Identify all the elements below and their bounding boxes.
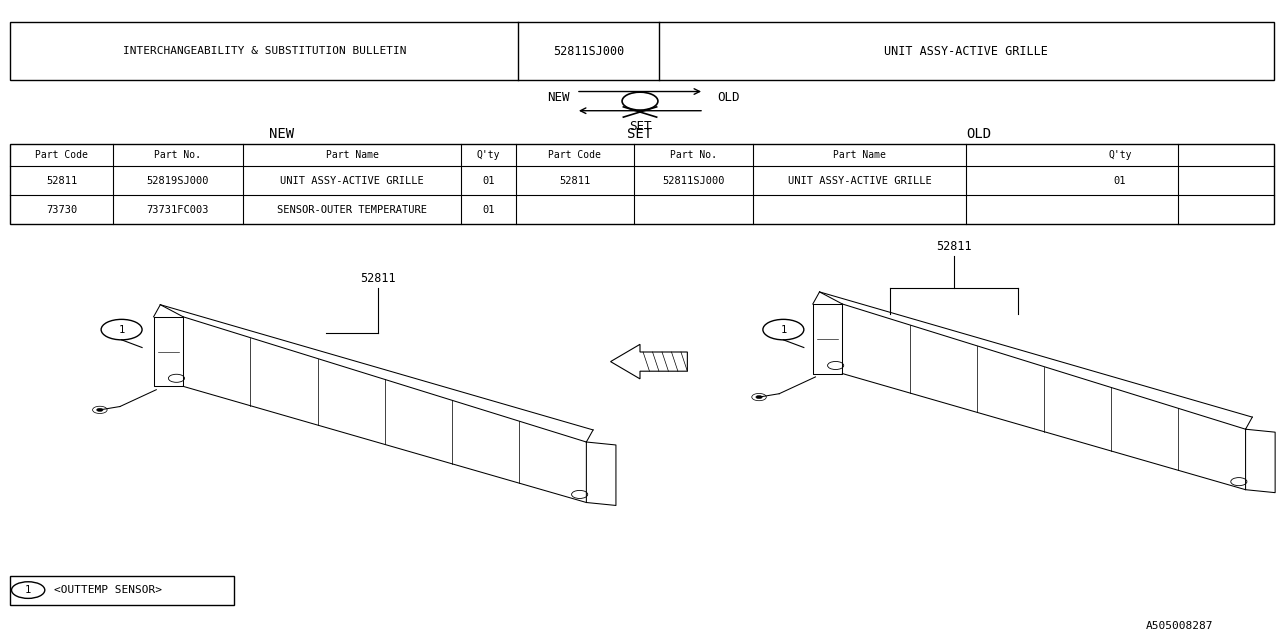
Text: 01: 01 (483, 176, 494, 186)
Text: A505008287: A505008287 (1146, 621, 1213, 631)
Text: 01: 01 (483, 205, 494, 214)
Text: Part No.: Part No. (155, 150, 201, 160)
Text: OLD: OLD (717, 92, 740, 104)
Text: 1: 1 (119, 324, 124, 335)
Text: 52811: 52811 (360, 272, 396, 285)
Text: NEW: NEW (547, 92, 570, 104)
Text: UNIT ASSY-ACTIVE GRILLE: UNIT ASSY-ACTIVE GRILLE (787, 176, 932, 186)
Text: 73731FC003: 73731FC003 (147, 205, 209, 214)
Text: 52819SJ000: 52819SJ000 (147, 176, 209, 186)
Circle shape (755, 396, 763, 399)
Text: Part Code: Part Code (35, 150, 88, 160)
Text: SENSOR-OUTER TEMPERATURE: SENSOR-OUTER TEMPERATURE (276, 205, 428, 214)
Text: Q'ty: Q'ty (1108, 150, 1132, 160)
Text: OLD: OLD (966, 127, 992, 141)
Text: Part Name: Part Name (833, 150, 886, 160)
Text: <OUTTEMP SENSOR>: <OUTTEMP SENSOR> (54, 585, 161, 595)
Text: 52811: 52811 (559, 176, 590, 186)
Polygon shape (611, 344, 687, 379)
Text: Q'ty: Q'ty (476, 150, 500, 160)
Bar (10, 22, 1274, 80)
Bar (10, 144, 1274, 224)
Text: 1: 1 (781, 324, 786, 335)
Text: Part Name: Part Name (325, 150, 379, 160)
Circle shape (96, 408, 104, 412)
Text: SET: SET (628, 120, 652, 132)
Text: 73730: 73730 (46, 205, 77, 214)
Text: NEW: NEW (269, 127, 294, 141)
Text: INTERCHANGEABILITY & SUBSTITUTION BULLETIN: INTERCHANGEABILITY & SUBSTITUTION BULLET… (123, 46, 406, 56)
Text: 01: 01 (1114, 176, 1126, 186)
Text: 1: 1 (26, 585, 31, 595)
Text: UNIT ASSY-ACTIVE GRILLE: UNIT ASSY-ACTIVE GRILLE (280, 176, 424, 186)
Text: UNIT ASSY-ACTIVE GRILLE: UNIT ASSY-ACTIVE GRILLE (884, 45, 1048, 58)
Text: Part No.: Part No. (669, 150, 717, 160)
Bar (10, 576, 234, 605)
Text: Part Code: Part Code (548, 150, 602, 160)
Text: 52811SJ000: 52811SJ000 (553, 45, 625, 58)
Text: 52811: 52811 (936, 240, 972, 253)
Text: 52811: 52811 (46, 176, 77, 186)
Text: 52811SJ000: 52811SJ000 (662, 176, 724, 186)
Text: SET: SET (627, 127, 653, 141)
